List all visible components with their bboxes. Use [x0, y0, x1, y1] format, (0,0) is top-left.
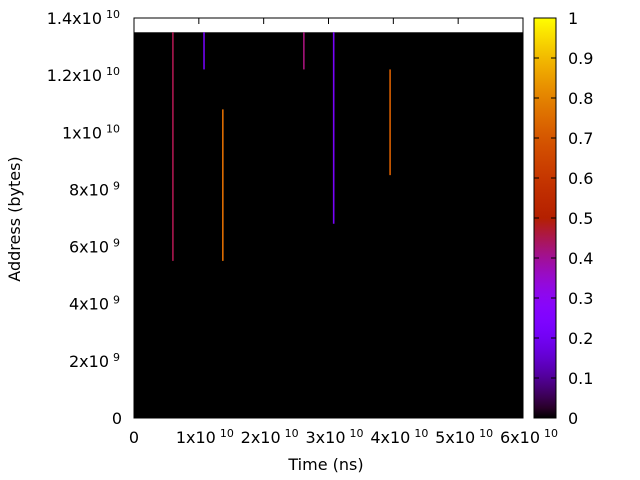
y-tick-label: 8x10 9 — [69, 179, 120, 199]
x-tick-label: 0 — [129, 428, 139, 447]
y-tick-label: 1.4x10 10 — [47, 8, 120, 28]
x-tick-label: 3x10 10 — [305, 427, 363, 447]
colorbar-tick-label: 0 — [568, 409, 578, 428]
x-tick-label: 5x10 10 — [435, 427, 493, 447]
colorbar-tick-label: 0.8 — [568, 89, 593, 108]
colorbar: 0 0.1 0.2 0.3 0.4 0.5 0.6 0.7 0.8 0.9 1 — [533, 9, 593, 428]
x-tick-label: 6x10 10 — [500, 427, 558, 447]
y-tick-label: 6x10 9 — [69, 237, 120, 257]
colorbar-tick-label: 0.3 — [568, 289, 593, 308]
y-tick-label: 1.2x10 10 — [47, 65, 120, 85]
x-axis-title: Time (ns) — [287, 455, 363, 474]
heatmap-background — [134, 32, 523, 419]
colorbar-tick-label: 0.1 — [568, 369, 593, 388]
colorbar-tick-label: 0.4 — [568, 249, 593, 268]
axes: 0 1x10 10 2x10 10 3x10 10 4x10 10 5x10 10 6x10 10 0 2x… — [47, 8, 558, 447]
x-tick-label: 4x10 10 — [370, 427, 428, 447]
y-tick-label: 2x10 9 — [69, 351, 120, 371]
y-axis-title: Address (bytes) — [5, 156, 24, 281]
y-tick-label: 4x10 9 — [69, 294, 120, 314]
y-tick-label: 1x10 10 — [62, 122, 120, 142]
x-tick-label: 1x10 10 — [176, 427, 234, 447]
colorbar-tick-label: 0.7 — [568, 129, 593, 148]
colorbar-tick-label: 0.6 — [568, 169, 593, 188]
plot-area — [134, 32, 523, 419]
colorbar-tick-label: 0.9 — [568, 49, 593, 68]
colorbar-tick-label: 1 — [568, 9, 578, 28]
colorbar-tick-label: 0.2 — [568, 329, 593, 348]
y-tick-label: 0 — [112, 409, 122, 428]
data-segments — [172, 32, 391, 261]
colorbar-tick-label: 0.5 — [568, 209, 593, 228]
x-tick-label: 2x10 10 — [241, 427, 299, 447]
